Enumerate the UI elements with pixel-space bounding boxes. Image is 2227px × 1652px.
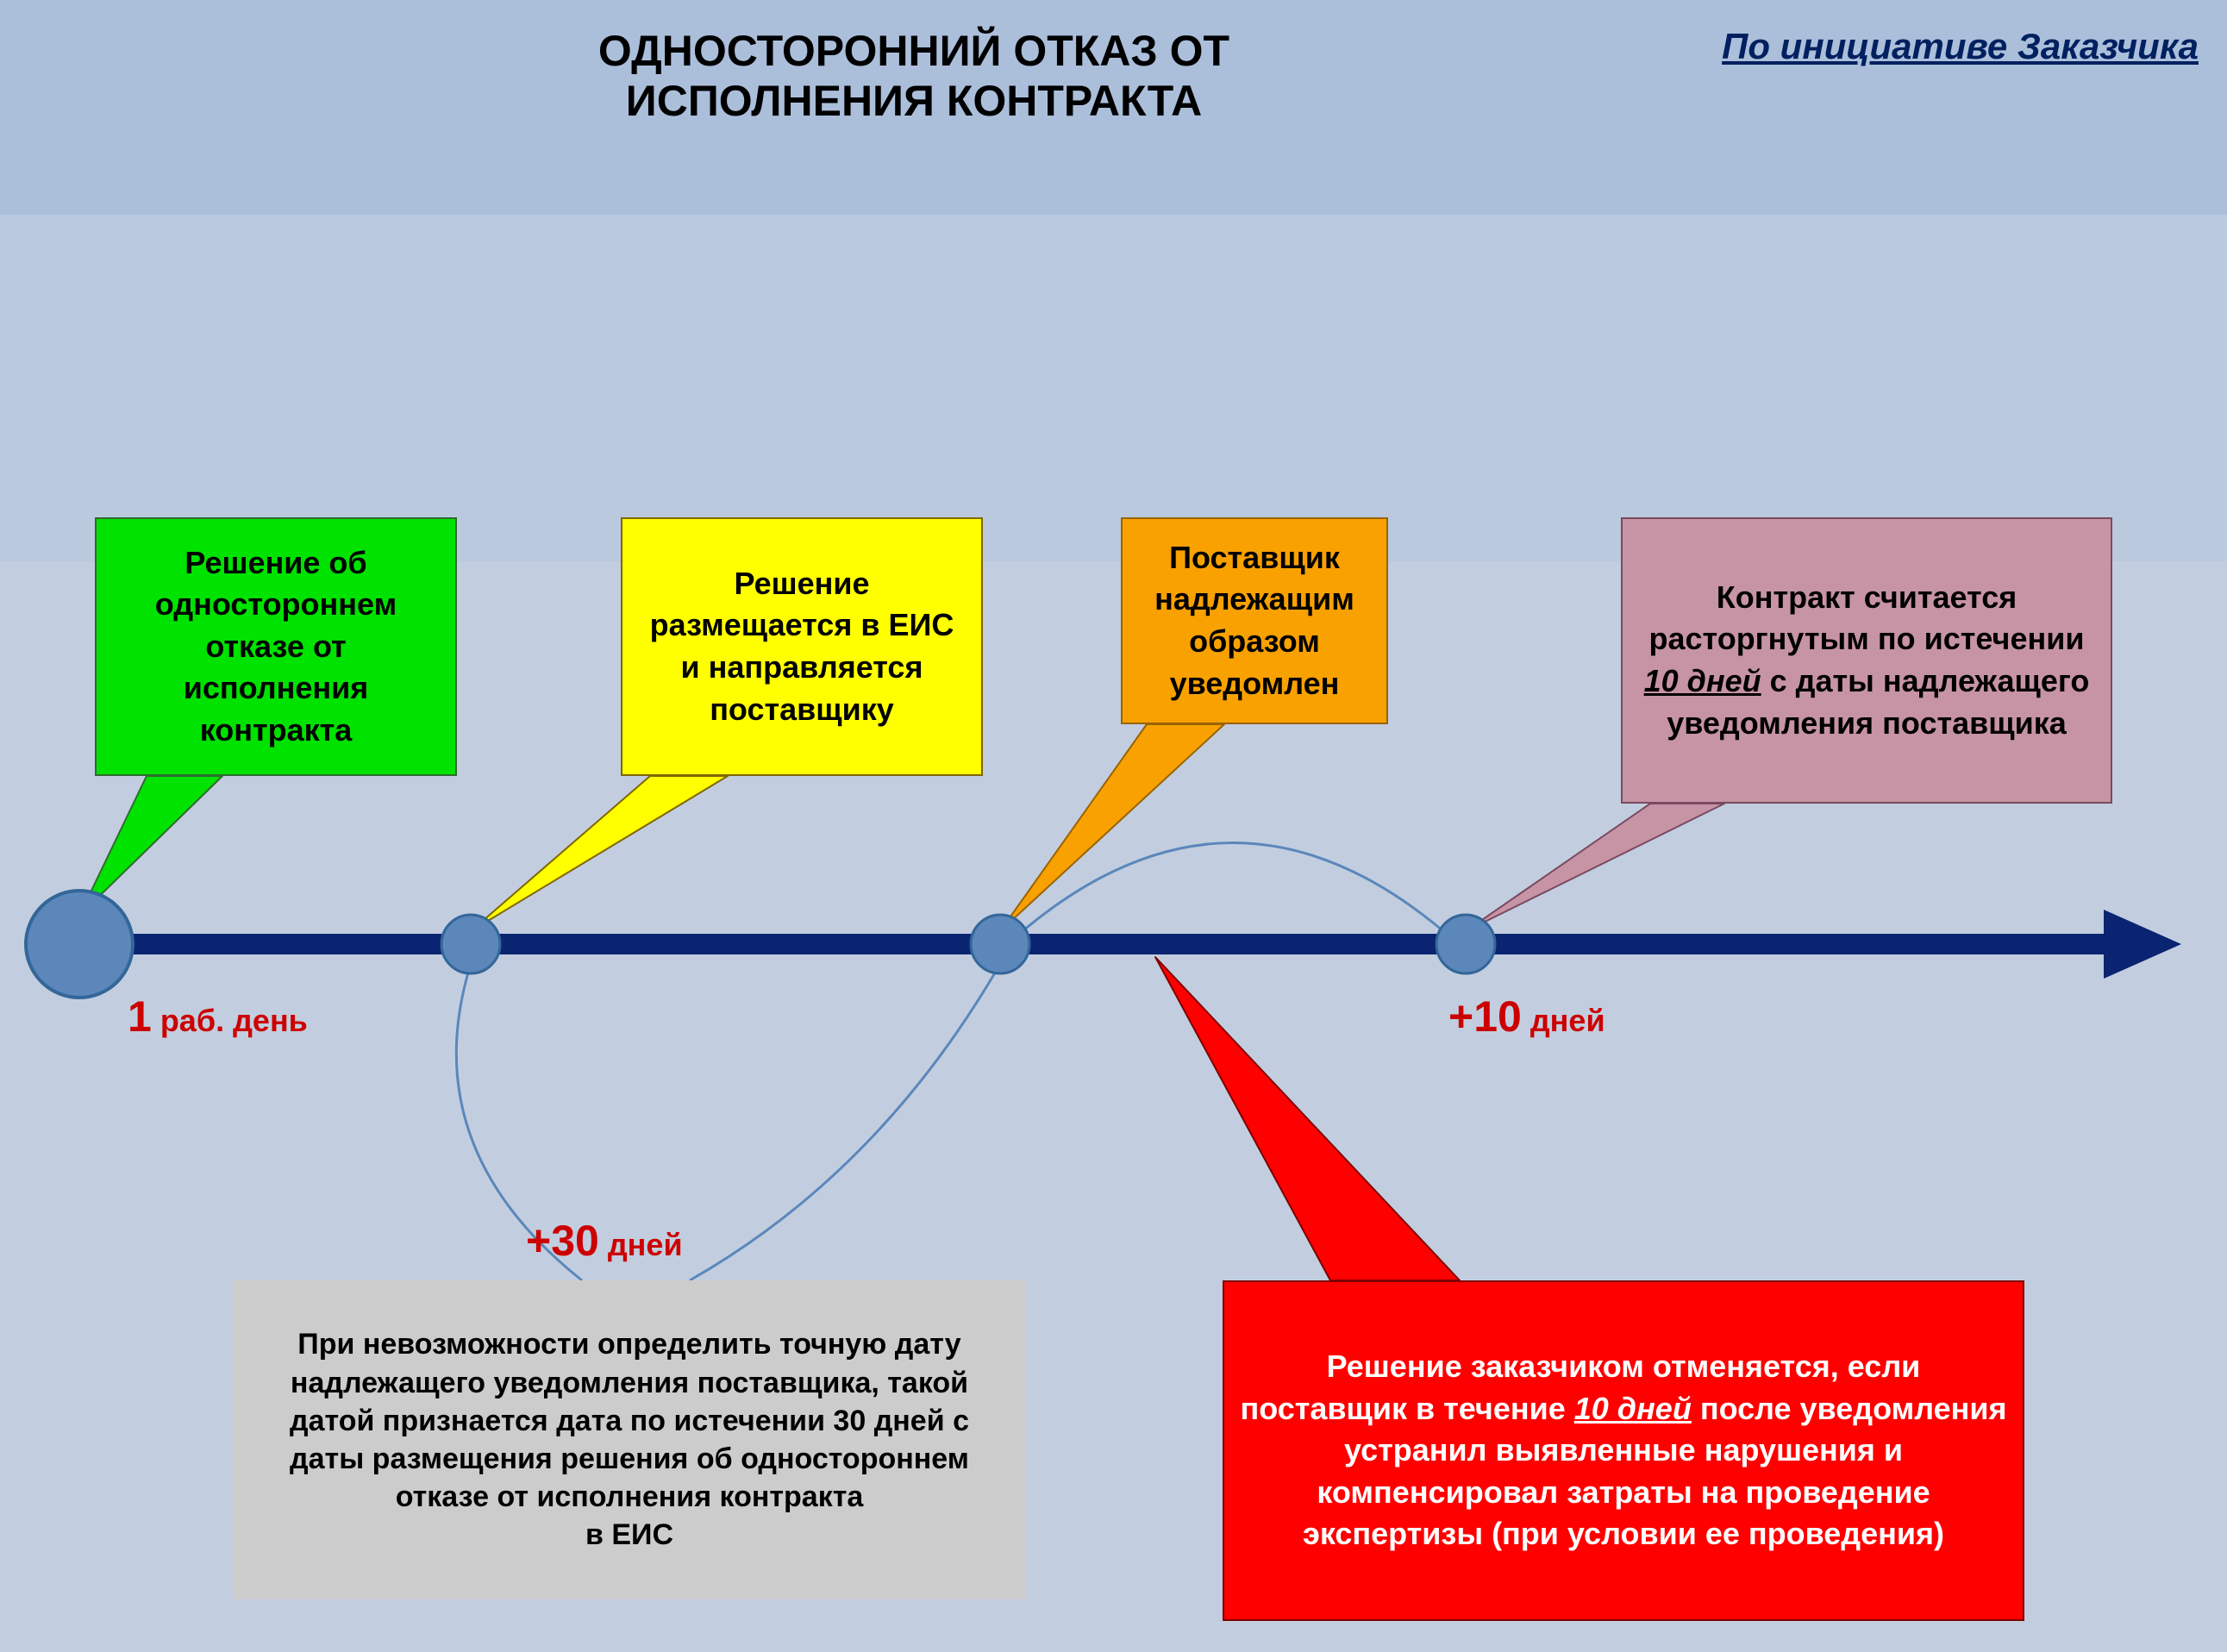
callout-orange: Поставщик надлежащим образом уведомлен	[1121, 517, 1388, 724]
label-1-workday: 1 раб. день	[128, 992, 308, 1042]
diagram-canvas: ОДНОСТОРОННИЙ ОТКАЗ ОТ ИСПОЛНЕНИЯ КОНТРА…	[0, 0, 2227, 1652]
callout-red: Решение заказчиком отменяется, если пост…	[1223, 1280, 2024, 1621]
label-plus-10-days: +10 дней	[1448, 992, 1605, 1042]
callout-red-text: Решение заказчиком отменяется, если пост…	[1240, 1346, 2007, 1555]
grey-note-text: При невозможности определить точную дату…	[253, 1325, 1005, 1554]
label-plus-30-days: +30 дней	[526, 1216, 683, 1266]
callout-orange-text: Поставщик надлежащим образом уведомлен	[1138, 537, 1371, 704]
grey-note-box: При невозможности определить точную дату…	[233, 1280, 1026, 1599]
callout-yellow-text: Решение размещается в ЕИС и направляется…	[638, 563, 966, 730]
page-title: ОДНОСТОРОННИЙ ОТКАЗ ОТ ИСПОЛНЕНИЯ КОНТРА…	[526, 26, 1302, 126]
title-line-2: ИСПОЛНЕНИЯ КОНТРАКТА	[526, 76, 1302, 126]
subtitle: По инициативе Заказчика	[1569, 26, 2199, 67]
callout-green-text: Решение об одностороннем отказе от испол…	[112, 542, 440, 752]
callout-pink: Контракт считается расторгнутым по истеч…	[1621, 517, 2112, 804]
title-line-1: ОДНОСТОРОННИЙ ОТКАЗ ОТ	[526, 26, 1302, 76]
callout-pink-text: Контракт считается расторгнутым по истеч…	[1638, 577, 2095, 744]
callout-green: Решение об одностороннем отказе от испол…	[95, 517, 457, 776]
callout-yellow: Решение размещается в ЕИС и направляется…	[621, 517, 983, 776]
